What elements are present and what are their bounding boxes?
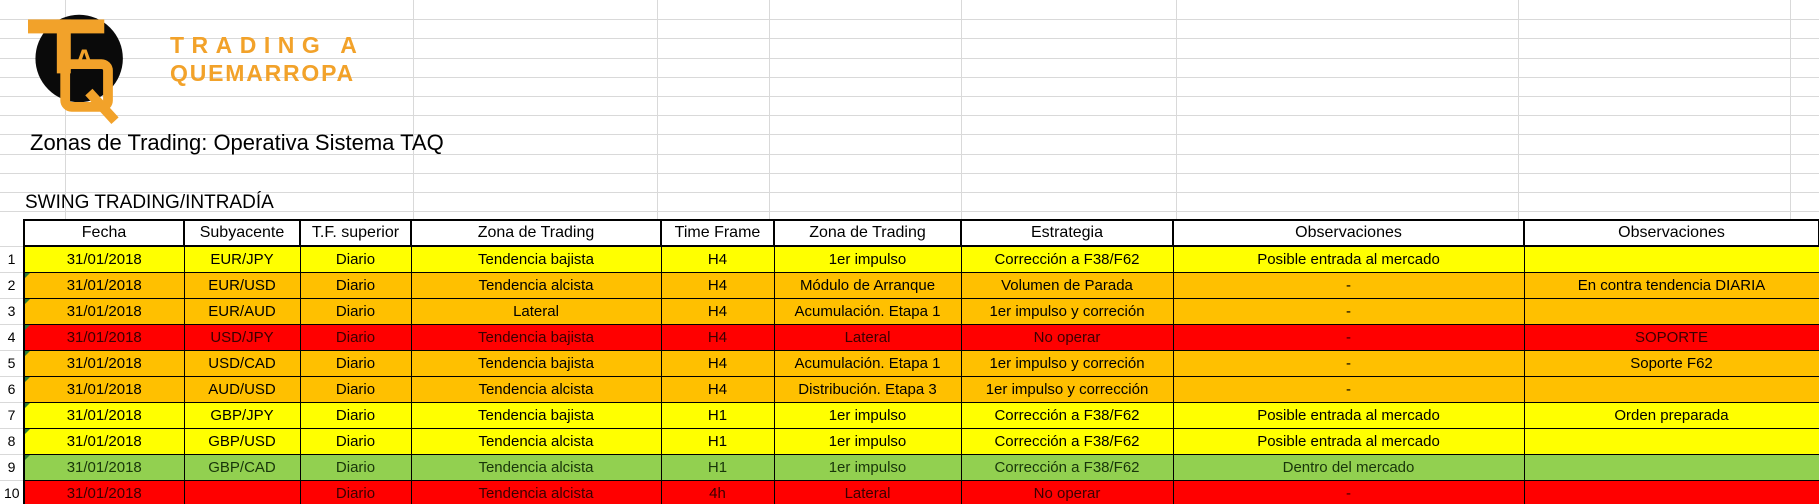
svg-text:QUEMARROPA: QUEMARROPA [170, 60, 355, 86]
svg-text:A: A [75, 44, 94, 74]
svg-text:TRADING A: TRADING A [170, 32, 364, 58]
